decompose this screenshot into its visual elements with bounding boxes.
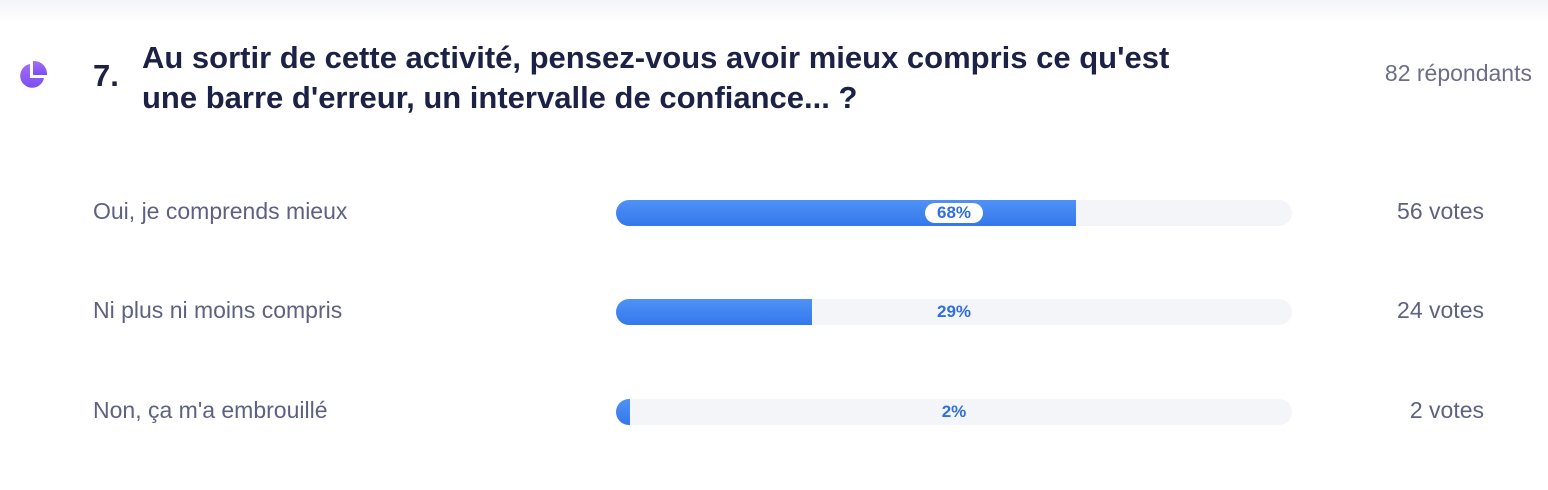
question-number: 7. xyxy=(93,58,119,93)
result-bar-fill xyxy=(616,299,813,325)
respondent-count: 82 répondants xyxy=(1384,60,1532,86)
result-row: Ni plus ni moins compris 29% 24 votes xyxy=(0,292,1548,332)
percent-label: 2% xyxy=(941,402,967,421)
question-title: Au sortir de cette activité, pensez-vous… xyxy=(142,40,1170,115)
result-bar-track: 68% xyxy=(616,200,1292,226)
answer-label: Ni plus ni moins compris xyxy=(93,297,343,323)
answer-label: Non, ça m'a embrouillé xyxy=(93,397,328,423)
vote-count: 2 votes xyxy=(1409,397,1484,423)
result-bar-track: 2% xyxy=(616,399,1292,425)
vote-count: 24 votes xyxy=(1397,297,1484,323)
top-divider-shadow xyxy=(0,0,1548,22)
answer-label: Oui, je comprends mieux xyxy=(93,198,348,224)
percent-label: 68% xyxy=(924,203,984,223)
result-bar-fill xyxy=(616,399,630,425)
result-row: Non, ça m'a embrouillé 2% 2 votes xyxy=(0,392,1548,432)
vote-count: 56 votes xyxy=(1397,198,1484,224)
percent-label: 29% xyxy=(936,302,972,321)
pie-chart-icon xyxy=(20,60,48,88)
result-bar-track: 29% xyxy=(616,299,1292,325)
result-row: Oui, je comprends mieux 68% 56 votes xyxy=(0,193,1548,233)
result-bar-fill xyxy=(616,200,1076,226)
